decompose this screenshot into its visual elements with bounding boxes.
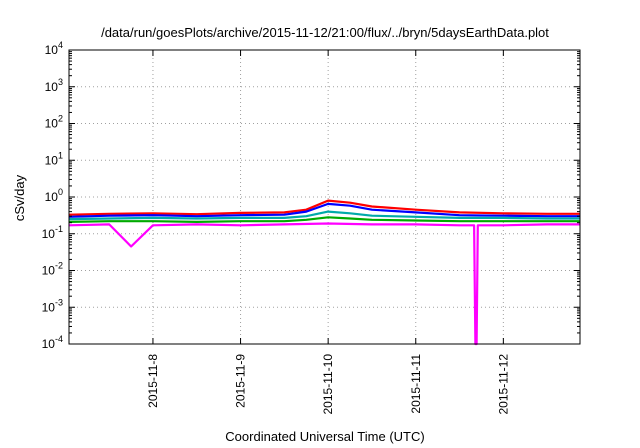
y-tick-label: 10-3 xyxy=(42,297,63,314)
series-line-1 xyxy=(68,199,580,216)
series-layer xyxy=(68,199,580,346)
series-line-2 xyxy=(68,202,580,218)
y-tick-label: 10-4 xyxy=(42,334,63,351)
x-tick-label: 2015-11-9 xyxy=(234,354,248,408)
grid-layer xyxy=(69,50,580,344)
y-tick-label: 101 xyxy=(45,150,63,167)
series-line-3 xyxy=(68,210,580,221)
series-line-4 xyxy=(68,216,580,223)
tick-layer: 10-4 10-3 10-2 10-1 100 101 102 103 104 2015-11-8… xyxy=(42,40,580,415)
y-tick-label: 100 xyxy=(45,187,63,204)
x-tick-label: 2015-11-10 xyxy=(321,354,335,415)
x-tick-label: 2015-11-11 xyxy=(409,354,423,414)
chart-title: /data/run/goesPlots/archive/2015-11-12/2… xyxy=(101,25,549,40)
y-tick-label: 10-2 xyxy=(42,261,63,278)
series-line-5 xyxy=(68,222,580,346)
y-axis-label: cSv/day xyxy=(12,174,27,221)
y-tick-label: 103 xyxy=(45,77,63,94)
x-tick-label: 2015-11-12 xyxy=(496,354,510,415)
x-tick-label: 2015-11-8 xyxy=(146,354,160,408)
x-axis-label: Coordinated Universal Time (UTC) xyxy=(225,429,424,444)
y-tick-label: 10-1 xyxy=(42,224,63,241)
y-tick-label: 102 xyxy=(45,114,63,131)
y-tick-label: 104 xyxy=(45,40,63,57)
